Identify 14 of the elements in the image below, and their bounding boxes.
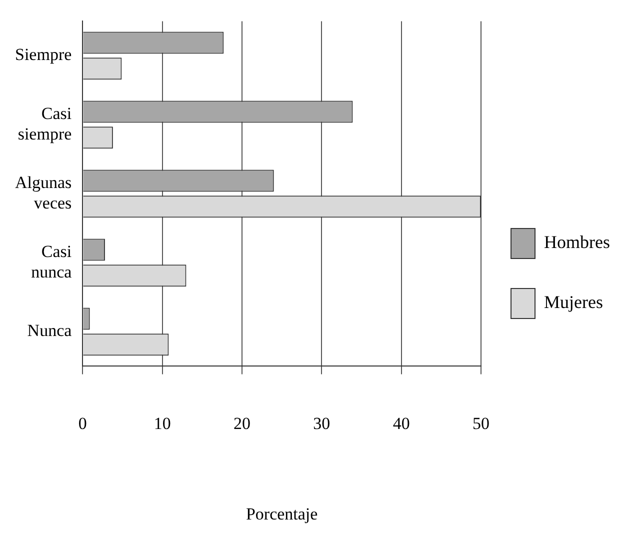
y-tick-label: Casi nunca	[31, 242, 72, 282]
y-tick-label: Nunca	[27, 321, 72, 340]
x-tick-label: 10	[154, 414, 171, 433]
x-tick-label: 20	[234, 414, 250, 433]
legend-label: Hombres	[544, 232, 610, 252]
x-tick-label: 0	[78, 414, 87, 433]
y-tick-label: Siempre	[15, 45, 72, 64]
x-tick-label: 30	[313, 414, 330, 433]
legend-label: Mujeres	[544, 292, 603, 312]
y-tick-label: Casi siempre	[18, 104, 72, 144]
x-tick-label: 40	[392, 414, 410, 433]
x-tick-label: 50	[472, 414, 490, 433]
y-tick-label: Algunas veces	[14, 172, 72, 212]
x-axis-title: Porcentaje	[246, 504, 318, 524]
